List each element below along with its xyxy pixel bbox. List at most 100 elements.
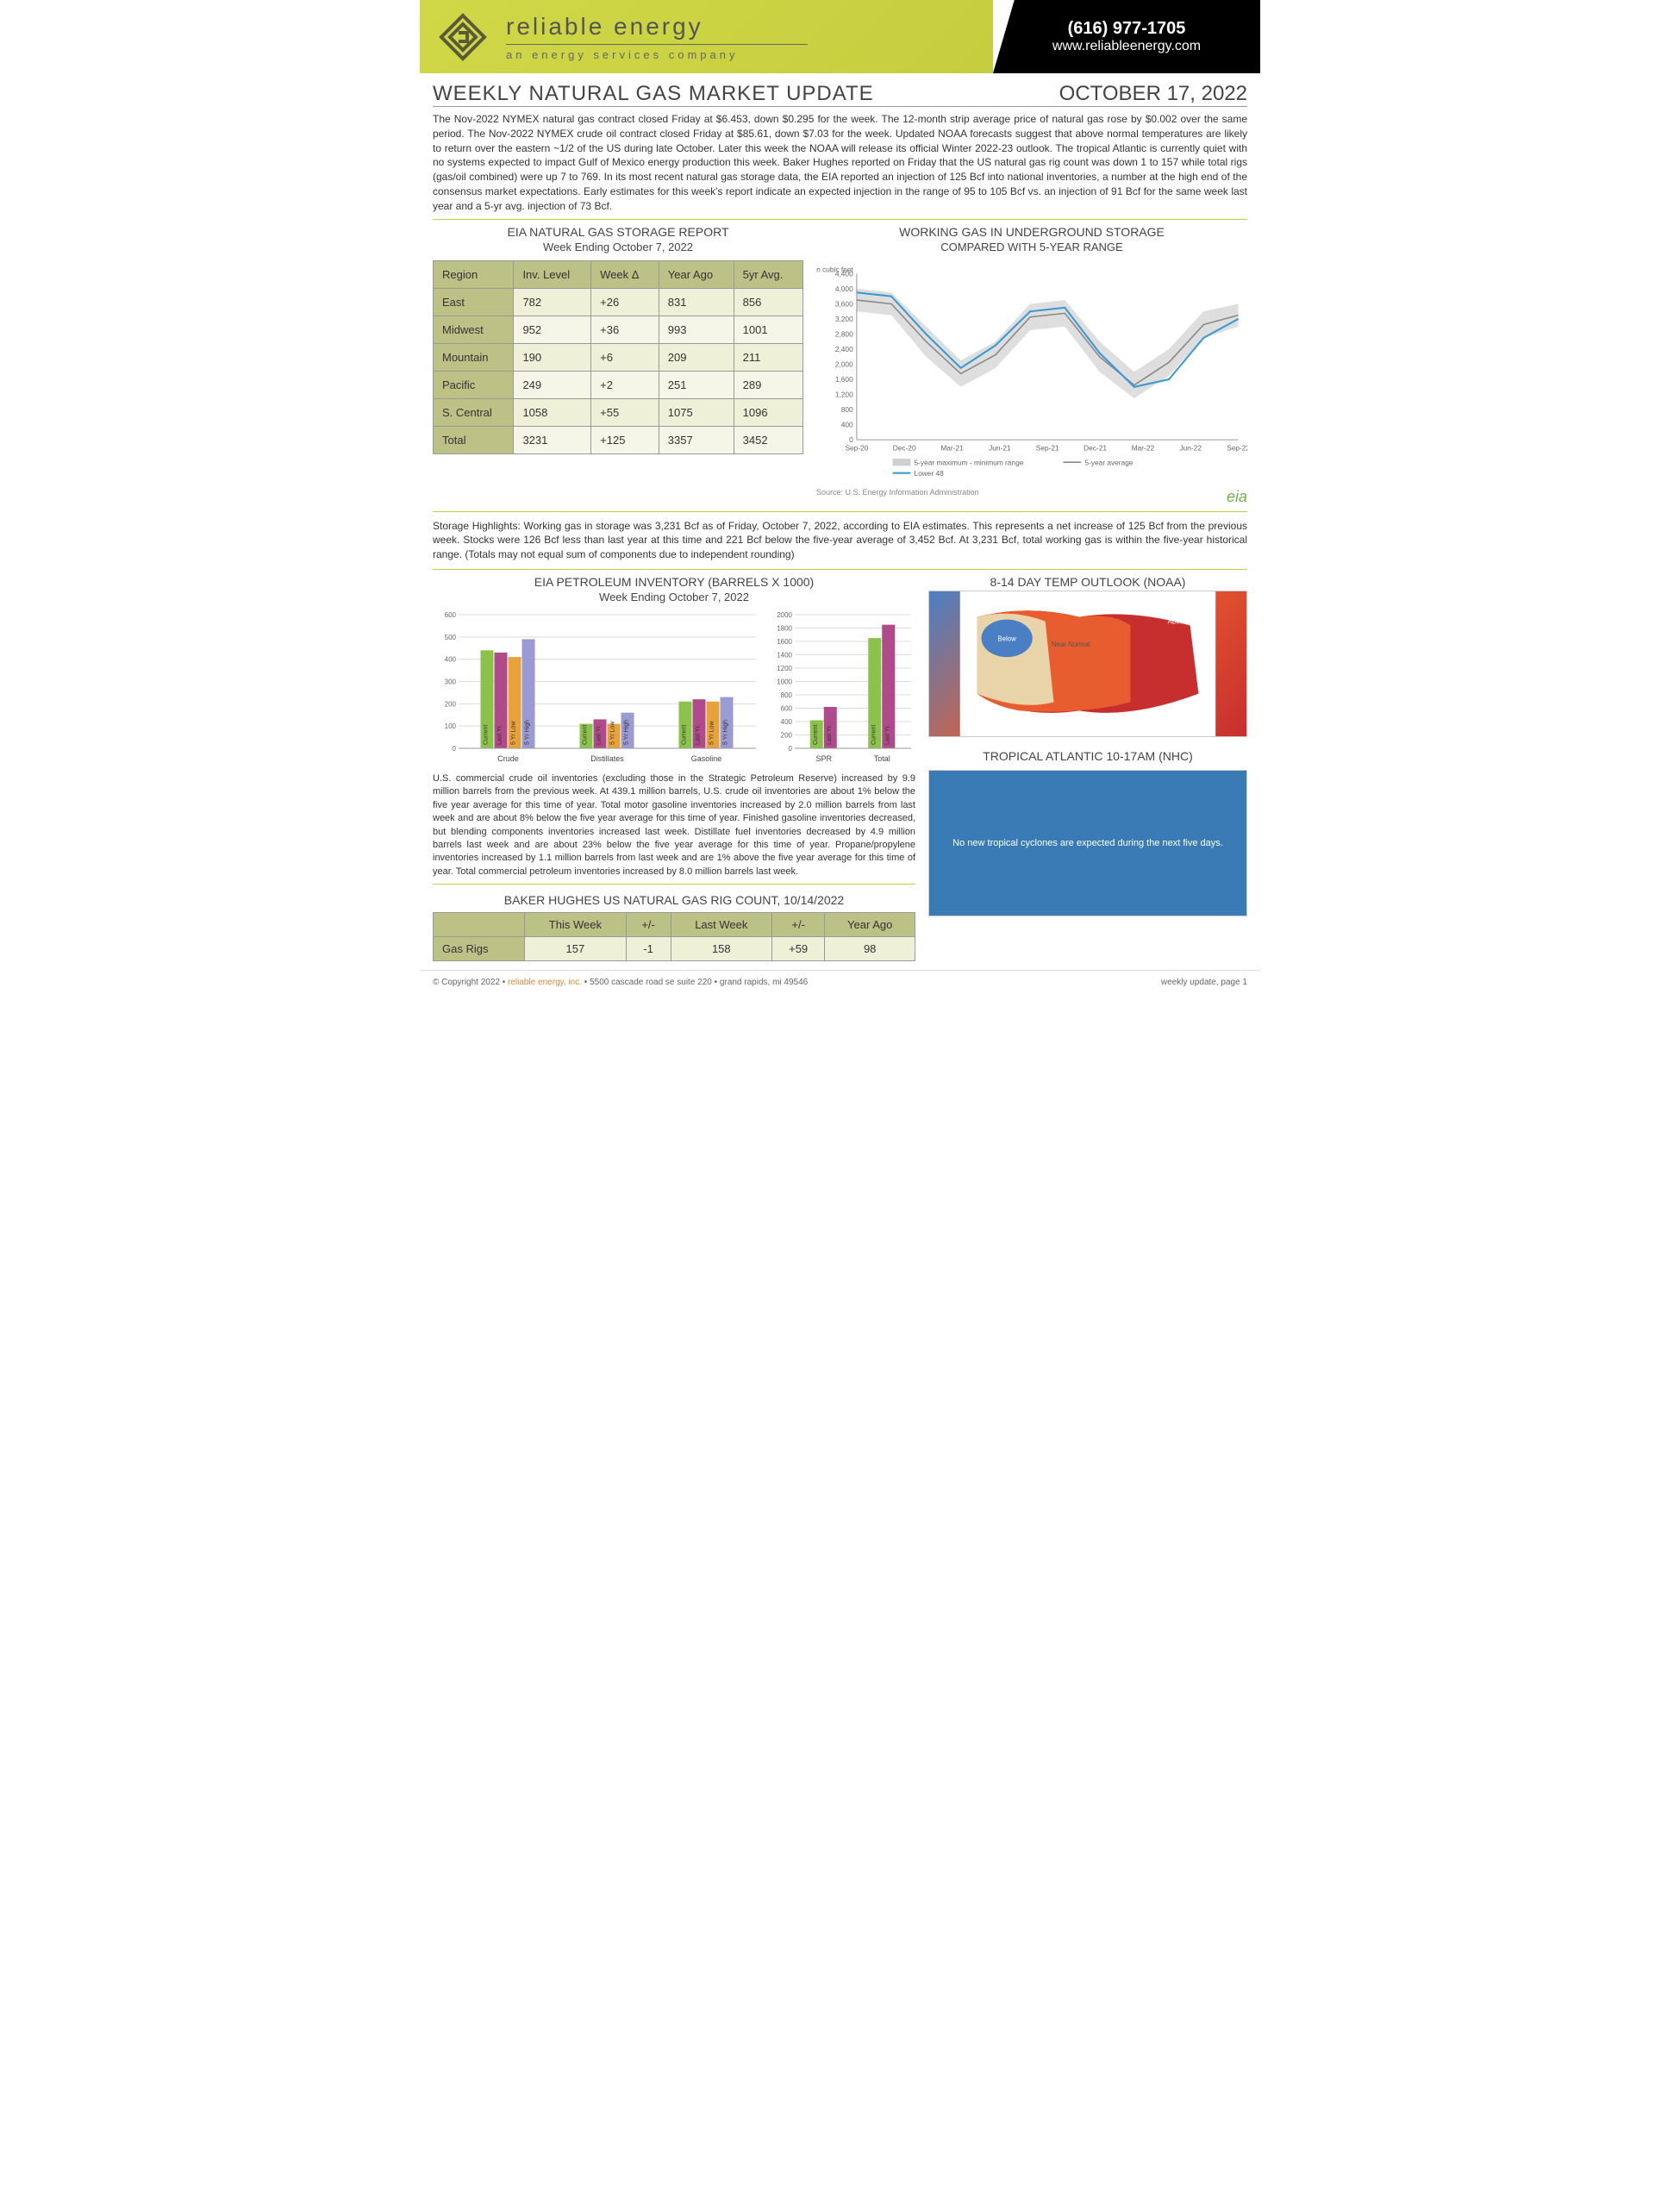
svg-text:Last Yr.: Last Yr.	[696, 724, 702, 745]
svg-text:Jun-21: Jun-21	[989, 443, 1011, 452]
svg-text:5 Yr High: 5 Yr High	[525, 720, 531, 745]
svg-text:5-year maximum - minimum range: 5-year maximum - minimum range	[915, 458, 1024, 466]
svg-text:1,600: 1,600	[835, 375, 853, 384]
svg-text:Current: Current	[484, 725, 490, 745]
table-header: Region	[434, 260, 514, 288]
svg-text:200: 200	[781, 731, 793, 739]
svg-text:Last Yr.: Last Yr.	[497, 724, 503, 745]
svg-text:Total: Total	[874, 754, 890, 763]
svg-text:Below: Below	[997, 635, 1016, 642]
footer-left: © Copyright 2022 • reliable energy, inc.…	[433, 978, 808, 987]
footer: © Copyright 2022 • reliable energy, inc.…	[420, 970, 1260, 994]
svg-text:400: 400	[781, 718, 793, 726]
svg-text:1400: 1400	[777, 651, 792, 659]
svg-text:3,200: 3,200	[835, 315, 853, 323]
divider	[506, 44, 808, 45]
svg-text:1600: 1600	[777, 638, 792, 646]
svg-text:600: 600	[781, 704, 793, 712]
chart-subtitle: COMPARED WITH 5-YEAR RANGE	[816, 241, 1247, 253]
svg-text:Sep-22: Sep-22	[1227, 443, 1247, 452]
svg-text:Current: Current	[583, 725, 589, 745]
table-row: East782+26831856	[434, 288, 803, 316]
eia-logo: eia	[1227, 488, 1247, 506]
header: reliable energy an energy services compa…	[420, 0, 1260, 73]
storage-subtitle: Week Ending October 7, 2022	[433, 241, 803, 253]
svg-text:Last Yr.: Last Yr.	[596, 724, 603, 745]
svg-text:Lower 48: Lower 48	[915, 468, 945, 477]
svg-text:0: 0	[789, 745, 793, 753]
svg-text:2,400: 2,400	[835, 345, 853, 353]
separator	[433, 884, 915, 885]
svg-text:1200: 1200	[777, 665, 792, 672]
table-header: Year Ago	[659, 260, 734, 288]
separator	[433, 511, 1247, 512]
footer-right: weekly update, page 1	[1161, 978, 1247, 987]
svg-text:2000: 2000	[777, 611, 792, 619]
svg-text:billion cubic feet: billion cubic feet	[816, 265, 853, 273]
svg-text:Mar-22: Mar-22	[1132, 443, 1155, 452]
svg-text:5 Yr High: 5 Yr High	[723, 720, 729, 745]
table-row: S. Central1058+5510751096	[434, 398, 803, 426]
svg-text:400: 400	[841, 420, 853, 428]
intro-text: The Nov-2022 NYMEX natural gas contract …	[433, 112, 1247, 214]
nhc-title: TROPICAL ATLANTIC 10-17AM (NHC)	[928, 749, 1247, 763]
company-info: reliable energy an energy services compa…	[506, 13, 808, 61]
svg-text:Sep-21: Sep-21	[1036, 443, 1059, 452]
chart-source: Source: U.S. Energy Information Administ…	[816, 488, 1247, 497]
table-row: Gas Rigs157-1158+5998	[434, 937, 915, 961]
rig-title: BAKER HUGHES US NATURAL GAS RIG COUNT, 1…	[433, 893, 915, 907]
svg-text:Gasoline: Gasoline	[691, 754, 722, 763]
nhc-text: No new tropical cyclones are expected du…	[952, 838, 1223, 848]
svg-text:Distillates: Distillates	[590, 754, 624, 763]
svg-text:800: 800	[841, 405, 853, 414]
svg-text:3,600: 3,600	[835, 299, 853, 308]
separator	[433, 569, 1247, 570]
svg-text:400: 400	[445, 656, 457, 664]
svg-text:800: 800	[781, 691, 793, 699]
rig-table: This Week+/-Last Week+/-Year Ago Gas Rig…	[433, 912, 915, 961]
table-row: Pacific249+2251289	[434, 371, 803, 398]
svg-text:Sep-20: Sep-20	[845, 443, 868, 452]
svg-text:Current: Current	[682, 725, 688, 745]
svg-text:Dec-20: Dec-20	[893, 443, 916, 452]
storage-highlights: Storage Highlights: Working gas in stora…	[433, 519, 1247, 562]
header-right: (616) 977-1705 www.reliableenergy.com	[993, 0, 1260, 73]
svg-text:Jun-22: Jun-22	[1180, 443, 1202, 452]
table-row: Total3231+12533573452	[434, 426, 803, 453]
svg-text:Above: Above	[1168, 618, 1188, 626]
svg-text:1000: 1000	[777, 678, 792, 685]
table-header: Year Ago	[825, 913, 915, 937]
page-title: WEEKLY NATURAL GAS MARKET UPDATE	[433, 82, 874, 106]
chart-title: WORKING GAS IN UNDERGROUND STORAGE	[816, 225, 1247, 239]
svg-text:Near Normal: Near Normal	[1052, 641, 1090, 648]
svg-text:2,000: 2,000	[835, 359, 853, 368]
page-date: OCTOBER 17, 2022	[1059, 82, 1247, 106]
svg-text:100: 100	[445, 722, 457, 730]
svg-text:500: 500	[445, 634, 457, 641]
temp-title: 8-14 DAY TEMP OUTLOOK (NOAA)	[928, 575, 1247, 589]
nhc-map: No new tropical cyclones are expected du…	[928, 770, 1247, 916]
svg-text:SPR: SPR	[815, 754, 832, 763]
table-header: Week Δ	[591, 260, 659, 288]
svg-text:5 Yr Low: 5 Yr Low	[709, 721, 715, 745]
svg-text:Last Yr.: Last Yr.	[884, 724, 890, 745]
petro-charts: 0100200300400500600CurrentLast Yr.5 Yr L…	[433, 610, 915, 766]
table-row: Mountain190+6209211	[434, 343, 803, 371]
svg-text:2,800: 2,800	[835, 329, 853, 338]
svg-text:5-year average: 5-year average	[1084, 458, 1133, 466]
svg-text:Crude: Crude	[497, 754, 519, 763]
svg-text:600: 600	[445, 611, 457, 619]
table-header: Inv. Level	[514, 260, 591, 288]
svg-text:1,200: 1,200	[835, 390, 853, 398]
svg-text:Dec-21: Dec-21	[1084, 443, 1107, 452]
svg-text:Mar-21: Mar-21	[940, 443, 964, 452]
table-header: This Week	[525, 913, 626, 937]
petro-title: EIA PETROLEUM INVENTORY (BARRELS X 1000)	[433, 575, 915, 589]
svg-text:1800: 1800	[777, 624, 792, 632]
svg-text:5 Yr Low: 5 Yr Low	[511, 721, 517, 745]
svg-text:5 Yr High: 5 Yr High	[624, 720, 630, 745]
temp-map: Below Near Normal Above	[928, 591, 1247, 737]
svg-text:4,000: 4,000	[835, 284, 853, 293]
svg-text:Last Yr.: Last Yr.	[827, 724, 833, 745]
svg-text:0: 0	[453, 745, 457, 753]
